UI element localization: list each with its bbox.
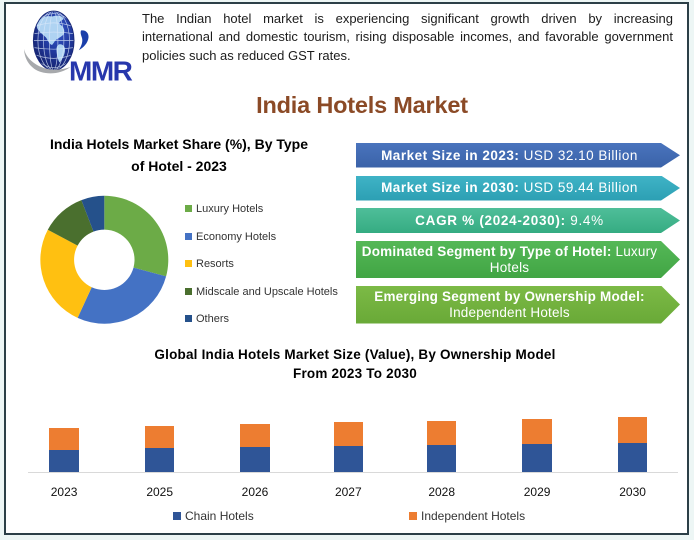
svg-text:MMR: MMR bbox=[69, 56, 133, 87]
